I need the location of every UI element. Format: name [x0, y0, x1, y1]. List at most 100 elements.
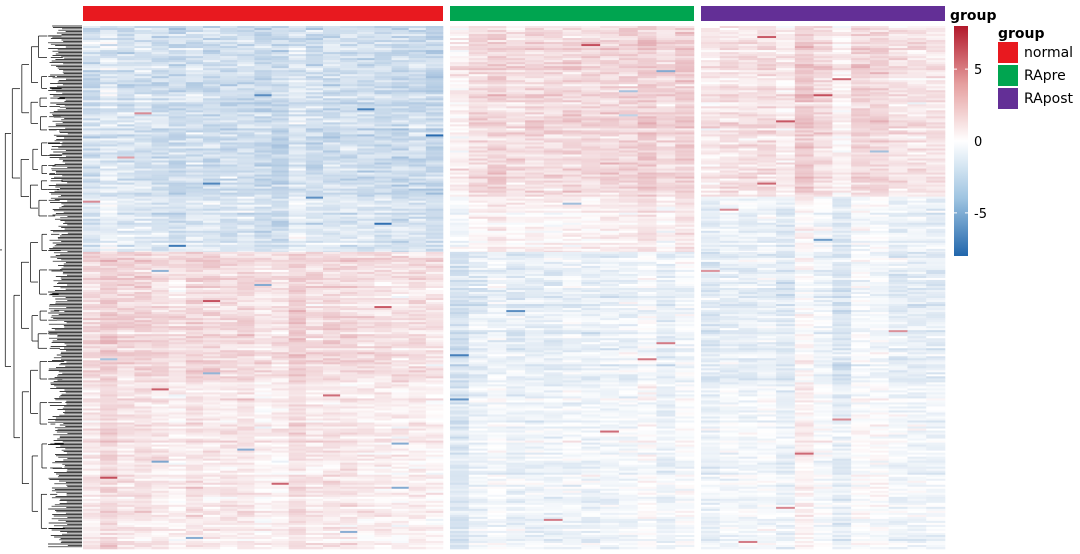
heatmap-cell — [357, 138, 375, 141]
heatmap-cell — [450, 166, 470, 169]
heatmap-cell — [757, 202, 777, 205]
heatmap-cell — [600, 180, 620, 183]
heatmap-cell — [168, 198, 187, 201]
heatmap-cell — [832, 82, 852, 85]
heatmap-cell — [83, 178, 101, 181]
heatmap-cell — [487, 190, 507, 193]
heatmap-cell — [357, 154, 375, 157]
heatmap-cell — [926, 108, 946, 111]
heatmap-cell — [357, 204, 375, 207]
heatmap-cell — [168, 188, 187, 191]
heatmap-cell — [869, 168, 889, 171]
heatmap-cell — [562, 130, 582, 133]
heatmap-cell — [869, 46, 889, 49]
heatmap-cell — [776, 170, 796, 173]
heatmap-cell — [719, 104, 739, 107]
heatmap-cell — [656, 38, 676, 41]
heatmap-cell — [869, 80, 889, 83]
heatmap-cell — [83, 202, 101, 205]
heatmap-cell — [134, 108, 152, 111]
heatmap-cell — [357, 190, 375, 193]
heatmap-cell — [100, 112, 118, 115]
heatmap-cell — [656, 180, 676, 183]
heatmap-cell — [357, 122, 375, 125]
heatmap-cell — [776, 204, 796, 207]
heatmap-cell — [506, 152, 526, 155]
heatmap-cell — [134, 40, 152, 43]
heatmap-cell — [288, 120, 307, 123]
heatmap-cell — [340, 46, 358, 49]
heatmap-cell — [374, 198, 392, 201]
heatmap-cell — [701, 198, 721, 201]
heatmap-cell — [357, 44, 375, 47]
heatmap-cell — [543, 114, 563, 117]
heatmap-cell — [203, 142, 221, 145]
heatmap-cell — [100, 38, 118, 41]
heatmap-cell — [288, 182, 307, 185]
heatmap-cell — [525, 186, 545, 189]
heatmap-cell — [100, 130, 118, 133]
heatmap-cell — [776, 38, 796, 41]
heatmap-cell — [203, 154, 221, 157]
heatmap-cell — [391, 118, 410, 121]
heatmap-cell — [656, 128, 676, 131]
heatmap-cell — [117, 134, 135, 137]
heatmap-cell — [357, 82, 375, 85]
heatmap-cell — [907, 208, 927, 212]
heatmap-cell — [374, 114, 392, 117]
heatmap-cell — [562, 136, 582, 139]
heatmap-cell — [288, 48, 307, 51]
heatmap-cell — [374, 214, 392, 218]
heatmap-cell — [543, 132, 563, 135]
heatmap-cell — [151, 98, 170, 101]
heatmap-cell — [506, 82, 526, 85]
heatmap-cell — [134, 34, 152, 37]
heatmap-cell — [926, 92, 946, 95]
heatmap-cell — [151, 202, 170, 205]
heatmap-cell — [305, 202, 324, 205]
heatmap-cell — [719, 124, 739, 127]
heatmap-cell — [851, 146, 871, 149]
heatmap-cell — [305, 162, 324, 165]
heatmap-cell — [618, 94, 638, 97]
heatmap-cell — [254, 52, 272, 55]
heatmap-cell — [581, 74, 601, 77]
heatmap-cell — [340, 200, 358, 203]
heatmap-cell — [254, 152, 272, 155]
heatmap-cell — [869, 58, 889, 61]
heatmap-cell — [562, 106, 582, 109]
heatmap-cell — [907, 204, 927, 207]
heatmap-cell — [719, 40, 739, 43]
heatmap-cell — [151, 194, 170, 197]
heatmap-cell — [581, 158, 601, 161]
heatmap-cell — [675, 200, 695, 203]
heatmap-cell — [425, 90, 444, 93]
heatmap-cell — [391, 190, 410, 193]
heatmap-cell — [288, 174, 307, 177]
heatmap-cell — [151, 158, 170, 161]
heatmap-cell — [851, 50, 871, 53]
heatmap-cell — [237, 96, 255, 99]
heatmap-cell — [869, 64, 889, 67]
heatmap-cell — [600, 102, 620, 105]
heatmap-cell — [288, 46, 307, 49]
heatmap-cell — [851, 188, 871, 191]
heatmap-cell — [675, 156, 695, 159]
heatmap-cell — [323, 180, 341, 183]
heatmap-cell — [151, 214, 170, 218]
heatmap-cell — [220, 194, 238, 197]
heatmap-cell — [237, 200, 255, 203]
heatmap-cell — [168, 208, 187, 212]
heatmap-cell — [562, 170, 582, 173]
heatmap-cell — [675, 28, 695, 31]
heatmap-cell — [271, 124, 290, 127]
heatmap-cell — [450, 56, 470, 59]
heatmap-cell — [408, 216, 427, 220]
heatmap-cell — [340, 192, 358, 195]
heatmap-cell — [525, 106, 545, 109]
heatmap-cell — [701, 170, 721, 173]
heatmap-cell — [618, 136, 638, 139]
heatmap-cell — [203, 114, 221, 117]
heatmap-cell — [888, 144, 908, 147]
heatmap-cell — [738, 100, 758, 103]
